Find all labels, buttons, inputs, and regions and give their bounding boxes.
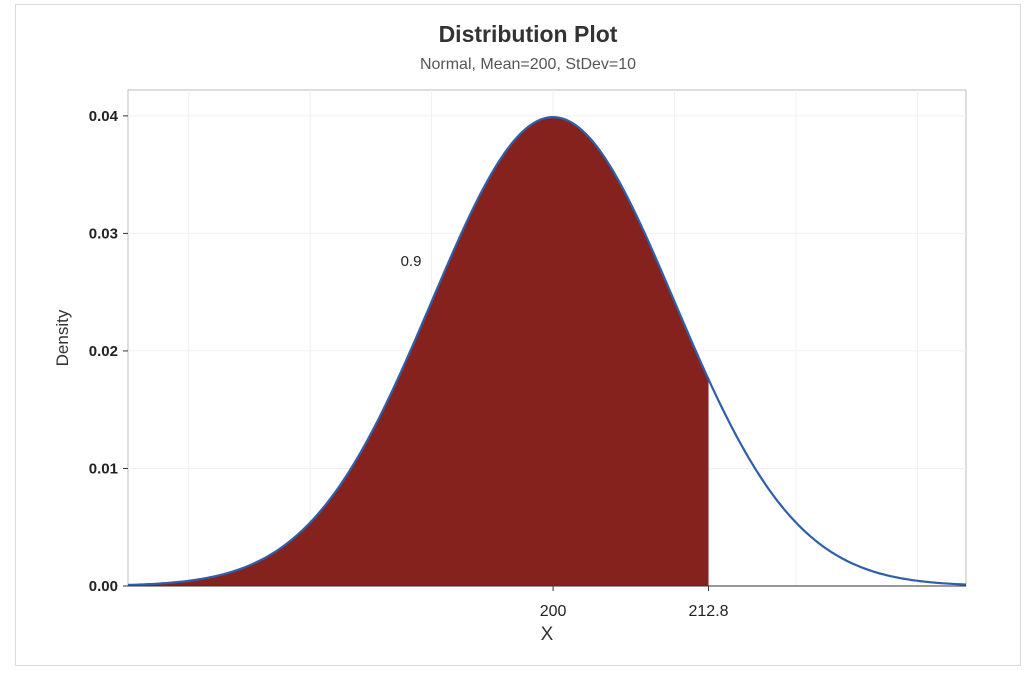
y-tick-label: 0.04 xyxy=(89,108,119,125)
density-curve xyxy=(127,115,967,587)
y-tick-label: 0.03 xyxy=(89,225,118,242)
probability-label: 0.9 xyxy=(401,253,422,270)
shaded-probability-area xyxy=(128,117,709,587)
y-tick-label: 0.01 xyxy=(89,460,118,477)
x-axis-ticks: 200 212.8 xyxy=(540,586,729,620)
x-tick-label: 212.8 xyxy=(689,603,729,620)
chart-subtitle: Normal, Mean=200, StDev=10 xyxy=(420,56,636,73)
y-tick-label: 0.00 xyxy=(89,578,118,595)
x-axis-label: X xyxy=(541,624,554,645)
x-tick-label: 200 xyxy=(540,603,567,620)
y-tick-label: 0.02 xyxy=(89,343,118,360)
y-axis-ticks: 0.00 0.01 0.02 0.03 0.04 xyxy=(89,108,128,595)
chart-title: Distribution Plot xyxy=(439,21,618,47)
y-axis-label: Density xyxy=(53,309,72,366)
